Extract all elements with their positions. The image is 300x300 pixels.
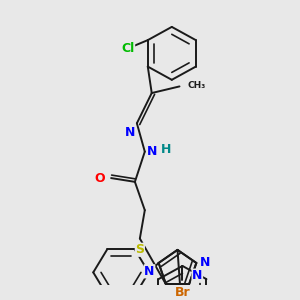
- Text: CH₃: CH₃: [188, 81, 206, 90]
- Text: N: N: [147, 145, 157, 158]
- Text: S: S: [135, 243, 144, 256]
- Text: N: N: [144, 265, 155, 278]
- Text: Br: Br: [175, 286, 190, 299]
- Text: N: N: [192, 269, 202, 282]
- Text: O: O: [94, 172, 105, 184]
- Text: N: N: [200, 256, 211, 269]
- Text: H: H: [161, 143, 171, 156]
- Text: N: N: [124, 126, 135, 139]
- Text: Cl: Cl: [121, 42, 135, 55]
